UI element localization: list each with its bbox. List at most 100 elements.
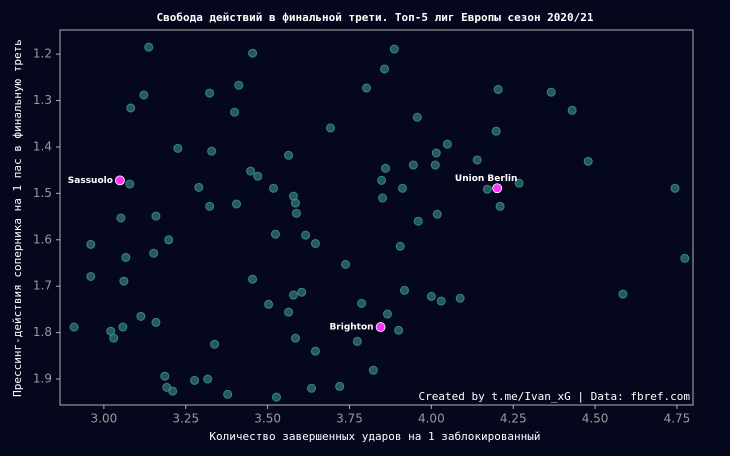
highlight-point [492, 183, 503, 194]
point [264, 299, 274, 309]
point [399, 285, 409, 295]
chart-title: Свобода действий в финальной трети. Топ-… [156, 11, 593, 24]
point [291, 208, 301, 218]
point [121, 252, 131, 262]
point [297, 287, 307, 297]
point [118, 322, 128, 332]
y-tick-label: 1.4 [33, 139, 52, 153]
point [430, 160, 440, 170]
y-tick-label: 1.8 [33, 325, 52, 339]
point [398, 183, 408, 193]
x-tick-label: 4.25 [500, 412, 527, 426]
point [335, 381, 345, 391]
point [246, 166, 256, 176]
point [491, 126, 501, 136]
point [368, 365, 378, 375]
point [136, 311, 146, 321]
point [288, 290, 298, 300]
point [395, 241, 405, 251]
point [210, 339, 220, 349]
point [269, 183, 279, 193]
x-axis-label: Количество завершенных ударов на 1 забло… [209, 430, 540, 443]
point [670, 183, 680, 193]
y-tick-label: 1.2 [33, 47, 52, 61]
y-tick-label: 1.5 [33, 186, 52, 200]
point [149, 248, 159, 258]
point [325, 123, 335, 133]
point [271, 392, 281, 402]
point [472, 155, 482, 165]
annotation: Created by t.me/Ivan_xG | Data: fbref.co… [418, 390, 690, 403]
point [310, 238, 320, 248]
point [126, 103, 136, 113]
point [144, 42, 154, 52]
point [248, 48, 258, 58]
point [583, 156, 593, 166]
point [116, 213, 126, 223]
point [567, 105, 577, 115]
point [412, 112, 422, 122]
point [394, 325, 404, 335]
point [284, 307, 294, 317]
point [408, 160, 418, 170]
point [442, 139, 452, 149]
point [69, 322, 79, 332]
point [389, 44, 399, 54]
point [234, 80, 244, 90]
point [362, 83, 372, 93]
highlight-label: Sassuolo [68, 176, 113, 186]
y-tick-label: 1.9 [33, 372, 52, 386]
point [514, 178, 524, 188]
point [426, 291, 436, 301]
point [357, 298, 367, 308]
point [431, 148, 441, 158]
point [618, 289, 628, 299]
y-tick-label: 1.3 [33, 93, 52, 107]
point [310, 346, 320, 356]
point [381, 163, 391, 173]
point [223, 389, 233, 399]
point [205, 201, 215, 211]
point [290, 333, 300, 343]
point [377, 175, 387, 185]
point [168, 386, 178, 396]
point [380, 64, 390, 74]
y-tick-label: 1.6 [33, 232, 52, 246]
point [284, 150, 294, 160]
point [341, 259, 351, 269]
point [230, 107, 240, 117]
point [253, 171, 263, 181]
point [151, 317, 161, 327]
x-tick-label: 4.00 [418, 412, 445, 426]
point [86, 239, 96, 249]
point [493, 84, 503, 94]
point [173, 143, 183, 153]
y-axis-label: Прессинг-действия соперника на 1 пас в ф… [11, 39, 24, 397]
point [378, 193, 388, 203]
point [436, 296, 446, 306]
highlight-point [115, 175, 125, 186]
point [207, 146, 217, 156]
highlight-point [375, 322, 386, 332]
point [86, 271, 96, 281]
y-tick-label: 1.7 [33, 279, 52, 293]
point [301, 230, 311, 240]
point [382, 309, 392, 319]
point [232, 199, 242, 209]
point [413, 216, 423, 226]
point [190, 375, 200, 385]
x-tick-label: 3.50 [254, 412, 281, 426]
point [680, 253, 690, 263]
point [482, 184, 492, 194]
plot-frame [59, 29, 694, 406]
point [306, 383, 316, 393]
highlight-label: Union Berlin [455, 174, 518, 184]
point [125, 179, 135, 189]
point [270, 229, 280, 239]
x-tick-label: 4.75 [664, 412, 691, 426]
point [546, 87, 556, 97]
x-tick-label: 3.25 [172, 412, 199, 426]
point [290, 198, 300, 208]
point [455, 293, 465, 303]
point [352, 336, 362, 346]
